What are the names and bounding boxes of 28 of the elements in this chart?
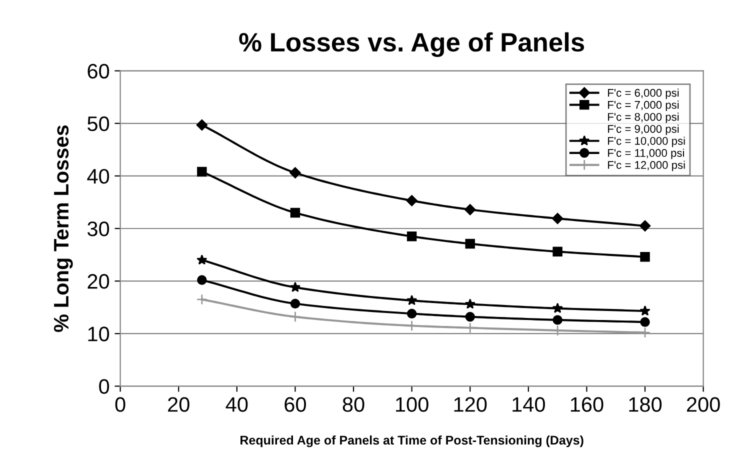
x-tick-label: 140 — [512, 397, 545, 412]
text: F'c = 9,000 psi — [608, 124, 679, 136]
y-tick-label: 0 — [99, 379, 110, 394]
legend-label: F'c = 6,000 psi — [608, 88, 679, 99]
legend-label: F'c = 10,000 psi — [608, 136, 685, 148]
x-tick-label: 200 — [686, 397, 720, 412]
x-tick-label: 20 — [168, 397, 190, 412]
x-tick-label: 180 — [629, 397, 662, 412]
legend-label: F'c = 12,000 psi — [608, 160, 685, 172]
y-tick-label: 10 — [88, 326, 110, 342]
y-axis-title: % Long Term Losses — [54, 125, 73, 332]
x-tick-label: 120 — [454, 397, 487, 412]
y-tick-label: 40 — [87, 168, 110, 184]
x-tick-label: 80 — [342, 397, 364, 412]
y-tick-label: 60 — [88, 64, 110, 79]
x-tick-label: 40 — [226, 397, 248, 412]
text: F'c = 8,000 psi — [608, 112, 679, 124]
x-tick-label: 100 — [396, 397, 428, 412]
x-tick-label: 160 — [570, 397, 604, 412]
chart-title: % Losses vs. Age of Panels — [239, 32, 584, 57]
y-tick-label: 20 — [88, 274, 110, 289]
x-axis-title: Required Age of Panels at Time of Post-Tensioning (Days) — [240, 435, 584, 448]
y-tick-label: 50 — [88, 116, 110, 132]
x-tick-label: 60 — [284, 397, 306, 412]
x-tick-label: 0 — [115, 397, 126, 412]
legend-label: F'c = 11,000 psi — [608, 148, 684, 160]
y-tick-label: 30 — [88, 222, 110, 236]
legend-label: F'c = 7,000 psi — [608, 100, 679, 111]
